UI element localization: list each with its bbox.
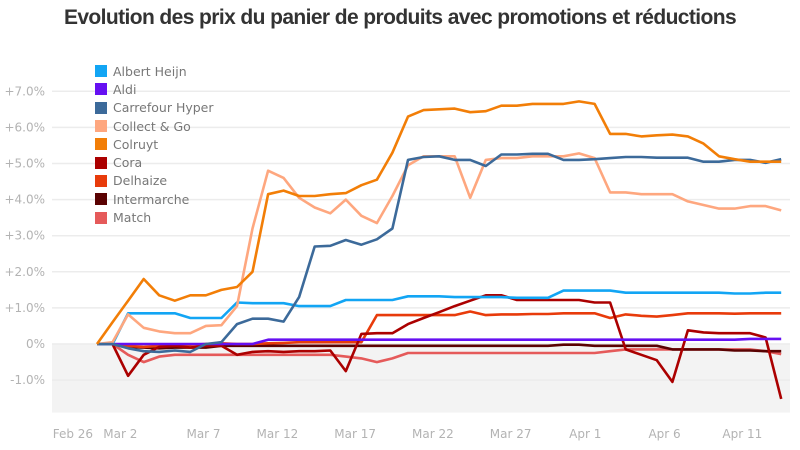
y-axis-ticks: +7.0% +6.0% +5.0% +4.0% +3.0% +2.0% +1.0% 0% -1.… [4,84,45,387]
legend-swatch [95,101,107,114]
series-line-carrefour-hyper [97,152,782,354]
y-tick-label: +4.0% [4,193,45,207]
x-tick-label: Mar 2 [103,427,137,441]
series-lines [95,100,783,400]
legend-label: Colruyt [113,136,159,152]
x-axis-ticks: Feb 26 Mar 2 Mar 7 Mar 12 Mar 17 Mar 22 Mar 27… [53,427,763,441]
legend-swatch [95,174,107,187]
legend-swatch [95,156,107,169]
y-tick-label: +1.0% [4,301,45,315]
legend-label: Carrefour Hyper [113,100,214,116]
legend-item[interactable]: Intermarche [95,190,214,208]
legend-label: Delhaize [113,173,168,189]
legend-item[interactable]: Carrefour Hyper [95,99,214,117]
y-tick-label: +3.0% [4,229,45,243]
legend-item[interactable]: Match [95,208,214,226]
y-tick-label: 0% [26,337,45,351]
x-tick-label: Apr 6 [648,427,680,441]
legend-label: Match [113,210,152,226]
series-line-aldi [97,337,782,346]
series-line-albert-heijn [97,289,782,346]
legend-label: Cora [113,155,143,171]
legend-swatch [95,65,107,78]
y-tick-label: +5.0% [4,157,45,171]
x-tick-label: Mar 7 [186,427,220,441]
x-tick-label: Apr 1 [569,427,601,441]
legend-label: Intermarche [113,191,190,207]
legend-item[interactable]: Albert Heijn [95,62,214,80]
x-tick-label: Mar 22 [412,427,454,441]
y-tick-label: -1.0% [10,373,45,387]
legend-item[interactable]: Cora [95,153,214,171]
legend-label: Collect & Go [113,118,191,134]
x-tick-label: Mar 17 [334,427,376,441]
x-tick-label: Mar 27 [490,427,532,441]
gridlines [52,90,790,381]
chart-title: Evolution des prix du panier de produits… [63,6,737,29]
y-tick-label: +7.0% [4,84,45,98]
legend-swatch [95,83,107,96]
y-tick-label: +2.0% [4,265,45,279]
legend-label: Aldi [113,81,137,97]
legend-swatch [95,211,107,224]
legend-item[interactable]: Delhaize [95,172,214,190]
series-line-cora [97,293,783,400]
legend-item[interactable]: Collect & Go [95,117,214,135]
legend-item[interactable]: Colruyt [95,135,214,153]
legend-swatch [95,120,107,133]
legend-item[interactable]: Aldi [95,80,214,98]
x-tick-label: Feb 26 [53,427,93,441]
legend-label: Albert Heijn [113,63,187,79]
series-line-colruyt [95,100,782,345]
legend-swatch [95,193,107,206]
legend: Albert Heijn Aldi Carrefour Hyper Collect &… [95,62,214,227]
legend-swatch [95,138,107,151]
x-tick-label: Apr 11 [722,427,762,441]
x-tick-label: Mar 12 [257,427,299,441]
y-tick-label: +6.0% [4,120,45,134]
